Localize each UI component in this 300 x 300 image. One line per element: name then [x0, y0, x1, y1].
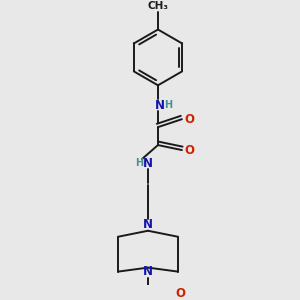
Text: CH₃: CH₃	[148, 1, 169, 10]
Text: N: N	[143, 157, 153, 169]
Text: H: H	[135, 158, 143, 168]
Text: O: O	[175, 287, 185, 300]
Text: N: N	[143, 265, 153, 278]
Text: N: N	[143, 218, 153, 231]
Text: H: H	[164, 100, 172, 110]
Text: N: N	[155, 99, 165, 112]
Text: O: O	[185, 144, 195, 157]
Text: O: O	[185, 113, 195, 126]
